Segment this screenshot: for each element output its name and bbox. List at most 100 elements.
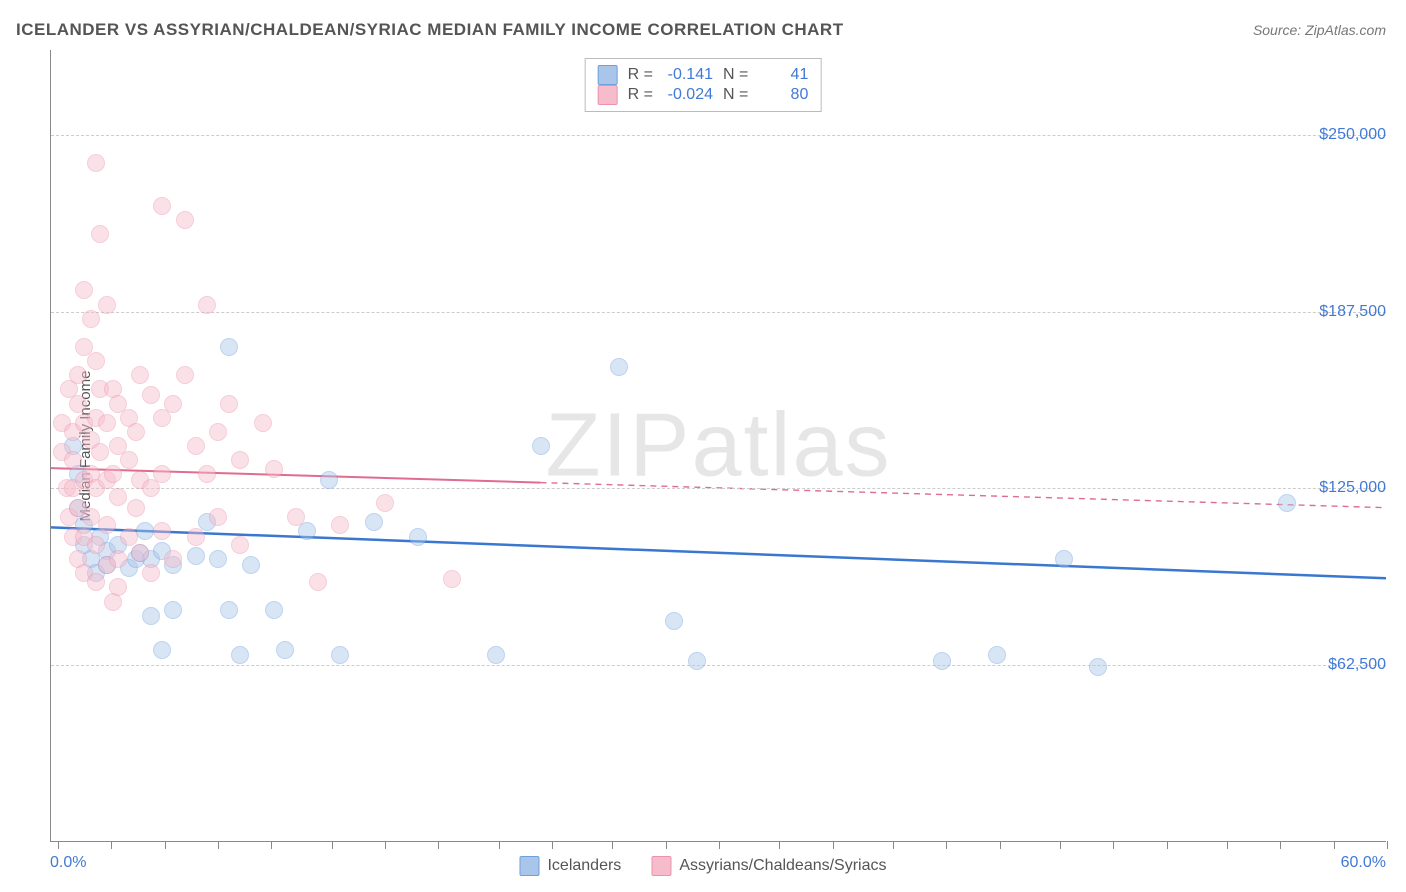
scatter-point bbox=[532, 437, 550, 455]
scatter-point bbox=[610, 358, 628, 376]
scatter-point bbox=[231, 646, 249, 664]
scatter-point bbox=[1278, 494, 1296, 512]
scatter-point bbox=[75, 281, 93, 299]
legend-bottom: Icelanders Assyrians/Chaldeans/Syriacs bbox=[519, 856, 886, 876]
stats-n-label: N = bbox=[723, 86, 748, 104]
x-tick bbox=[1227, 841, 1228, 849]
scatter-point bbox=[231, 451, 249, 469]
x-tick bbox=[1167, 841, 1168, 849]
x-tick bbox=[271, 841, 272, 849]
scatter-point bbox=[131, 544, 149, 562]
scatter-point bbox=[120, 528, 138, 546]
chart-title: ICELANDER VS ASSYRIAN/CHALDEAN/SYRIAC ME… bbox=[16, 20, 844, 40]
stats-r-value: -0.141 bbox=[663, 66, 713, 84]
scatter-point bbox=[209, 508, 227, 526]
x-tick bbox=[719, 841, 720, 849]
scatter-point bbox=[298, 522, 316, 540]
scatter-point bbox=[87, 573, 105, 591]
scatter-point bbox=[164, 601, 182, 619]
scatter-point bbox=[69, 366, 87, 384]
x-tick bbox=[1060, 841, 1061, 849]
scatter-point bbox=[209, 423, 227, 441]
legend-label: Icelanders bbox=[547, 857, 621, 875]
scatter-point bbox=[242, 556, 260, 574]
scatter-point bbox=[120, 451, 138, 469]
scatter-point bbox=[98, 414, 116, 432]
scatter-point bbox=[87, 154, 105, 172]
x-axis-max-label: 60.0% bbox=[1341, 854, 1386, 872]
scatter-point bbox=[1055, 550, 1073, 568]
stats-row: R =-0.141N =41 bbox=[598, 65, 809, 85]
chart-container: ICELANDER VS ASSYRIAN/CHALDEAN/SYRIAC ME… bbox=[0, 0, 1406, 892]
x-tick bbox=[1387, 841, 1388, 849]
scatter-point bbox=[265, 601, 283, 619]
scatter-point bbox=[198, 465, 216, 483]
scatter-point bbox=[365, 513, 383, 531]
scatter-point bbox=[153, 522, 171, 540]
stats-r-label: R = bbox=[628, 86, 653, 104]
scatter-point bbox=[265, 460, 283, 478]
legend-item: Assyrians/Chaldeans/Syriacs bbox=[651, 856, 886, 876]
scatter-point bbox=[87, 536, 105, 554]
legend-label: Assyrians/Chaldeans/Syriacs bbox=[679, 857, 886, 875]
scatter-point bbox=[198, 296, 216, 314]
x-axis-min-label: 0.0% bbox=[50, 854, 86, 872]
scatter-point bbox=[220, 338, 238, 356]
y-tick-label: $187,500 bbox=[1319, 303, 1386, 321]
x-tick bbox=[58, 841, 59, 849]
legend-swatch bbox=[651, 856, 671, 876]
legend-swatch bbox=[598, 65, 618, 85]
x-tick bbox=[111, 841, 112, 849]
legend-item: Icelanders bbox=[519, 856, 621, 876]
scatter-point bbox=[688, 652, 706, 670]
stats-n-label: N = bbox=[723, 66, 748, 84]
scatter-point bbox=[331, 646, 349, 664]
scatter-point bbox=[187, 528, 205, 546]
scatter-point bbox=[187, 437, 205, 455]
scatter-point bbox=[136, 522, 154, 540]
stats-row: R =-0.024N =80 bbox=[598, 85, 809, 105]
scatter-point bbox=[164, 550, 182, 568]
scatter-point bbox=[98, 516, 116, 534]
scatter-point bbox=[231, 536, 249, 554]
scatter-point bbox=[276, 641, 294, 659]
scatter-point bbox=[131, 366, 149, 384]
x-tick bbox=[332, 841, 333, 849]
stats-r-value: -0.024 bbox=[663, 86, 713, 104]
x-tick bbox=[385, 841, 386, 849]
x-tick bbox=[218, 841, 219, 849]
scatter-point bbox=[153, 197, 171, 215]
scatter-point bbox=[104, 465, 122, 483]
stats-n-value: 41 bbox=[758, 66, 808, 84]
x-tick bbox=[779, 841, 780, 849]
scatter-point bbox=[176, 366, 194, 384]
scatter-point bbox=[153, 641, 171, 659]
scatter-point bbox=[665, 612, 683, 630]
scatter-point bbox=[933, 652, 951, 670]
y-tick-label: $125,000 bbox=[1319, 479, 1386, 497]
scatter-point bbox=[142, 386, 160, 404]
x-tick bbox=[666, 841, 667, 849]
scatter-point bbox=[109, 488, 127, 506]
x-tick bbox=[1000, 841, 1001, 849]
x-tick bbox=[499, 841, 500, 849]
scatter-point bbox=[87, 352, 105, 370]
scatter-point bbox=[376, 494, 394, 512]
scatter-point bbox=[220, 601, 238, 619]
trend-lines bbox=[51, 50, 1386, 841]
scatter-point bbox=[176, 211, 194, 229]
scatter-point bbox=[109, 550, 127, 568]
scatter-point bbox=[142, 607, 160, 625]
y-tick-label: $250,000 bbox=[1319, 126, 1386, 144]
x-tick bbox=[165, 841, 166, 849]
source-label: Source: ZipAtlas.com bbox=[1253, 22, 1386, 38]
scatter-point bbox=[309, 573, 327, 591]
x-tick bbox=[1280, 841, 1281, 849]
x-tick bbox=[552, 841, 553, 849]
scatter-point bbox=[91, 225, 109, 243]
scatter-point bbox=[109, 578, 127, 596]
x-tick bbox=[1334, 841, 1335, 849]
scatter-point bbox=[153, 465, 171, 483]
scatter-point bbox=[487, 646, 505, 664]
scatter-point bbox=[98, 296, 116, 314]
